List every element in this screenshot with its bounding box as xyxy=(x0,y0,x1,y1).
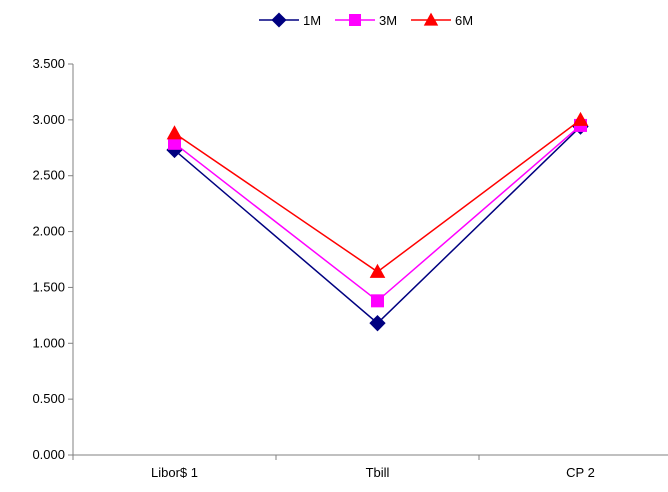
y-tick-label: 1.500 xyxy=(32,279,65,294)
y-tick-label: 3.000 xyxy=(32,112,65,127)
y-tick-label: 2.000 xyxy=(32,224,65,239)
legend-marker-6m xyxy=(423,12,439,26)
data-point-6m xyxy=(369,263,386,278)
y-tick-label: 0.000 xyxy=(32,447,65,462)
x-tick-label: Libor$ 1 xyxy=(151,465,198,480)
data-point-3m xyxy=(371,294,384,308)
data-point-6m xyxy=(166,125,183,140)
legend-label-6m: 6M xyxy=(455,13,473,28)
data-point-1m xyxy=(369,315,386,332)
legend: 1M 3M 6M xyxy=(259,12,473,28)
y-tick-label: 3.500 xyxy=(32,56,65,71)
legend-label-3m: 3M xyxy=(379,13,397,28)
y-tick-label: 2.500 xyxy=(32,168,65,183)
series-line-6m xyxy=(174,119,581,273)
x-tick-label: Tbill xyxy=(366,465,390,480)
series-line-1m xyxy=(174,126,582,325)
legend-label-1m: 1M xyxy=(303,13,321,28)
legend-marker-3m xyxy=(349,14,361,26)
y-tick-label: 0.500 xyxy=(32,391,65,406)
data-point-6m xyxy=(572,111,589,126)
x-tick-label: CP 2 xyxy=(566,465,595,480)
series-group xyxy=(166,111,589,332)
legend-marker-1m xyxy=(271,12,287,28)
axes: 0.000 0.500 1.000 1.500 2.000 2.500 3.000 3.500… xyxy=(32,56,668,480)
y-tick-label: 1.000 xyxy=(32,335,65,350)
